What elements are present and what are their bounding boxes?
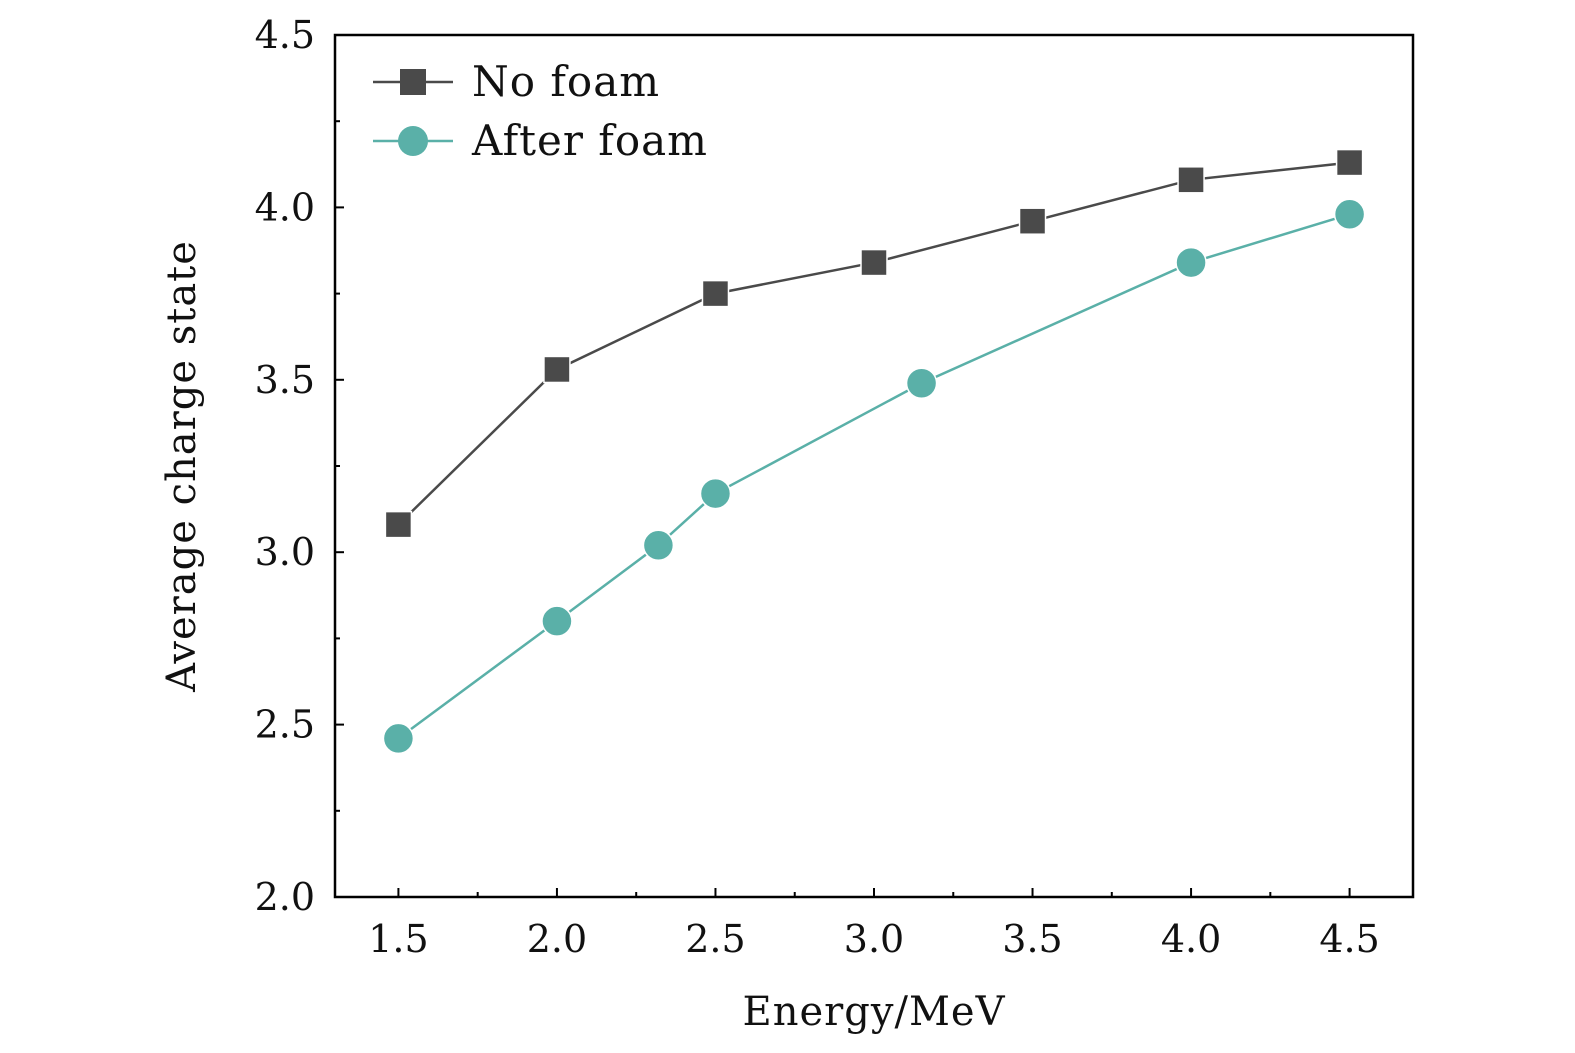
data-point-square xyxy=(860,248,888,277)
data-point-circle xyxy=(642,529,675,562)
legend-label: After foam xyxy=(471,116,708,165)
legend-square-icon xyxy=(400,69,426,95)
data-point-square xyxy=(543,355,571,384)
x-tick-label: 4.5 xyxy=(1319,917,1379,961)
y-tick-label: 3.0 xyxy=(255,530,315,574)
y-axis-label: Average charge state xyxy=(159,240,205,693)
x-tick-label: 1.5 xyxy=(368,917,428,961)
legend-circle-icon xyxy=(398,126,428,156)
y-tick-label: 2.0 xyxy=(255,875,315,919)
data-point-square xyxy=(701,279,730,308)
data-point-square xyxy=(1177,166,1205,194)
data-point-circle xyxy=(1175,246,1207,279)
data-point-circle xyxy=(541,605,573,637)
x-axis-label: Energy/MeV xyxy=(743,989,1006,1035)
x-tick-label: 2.5 xyxy=(685,917,745,961)
legend: No foam After foam xyxy=(373,57,708,165)
x-tick-label: 2.0 xyxy=(527,917,587,961)
legend-label: No foam xyxy=(472,57,660,106)
y-tick-label: 3.5 xyxy=(255,358,315,402)
y-tick-label: 4.0 xyxy=(255,185,315,229)
data-point-square xyxy=(1018,207,1047,235)
data-point-circle xyxy=(1333,198,1366,231)
data-point-square xyxy=(1335,148,1364,177)
y-tick-label: 4.5 xyxy=(255,13,315,57)
series-line-no-foam xyxy=(397,161,1350,526)
series-line-after-foam xyxy=(397,213,1350,740)
data-point-circle xyxy=(382,722,415,755)
x-tick-label: 3.5 xyxy=(1002,917,1062,961)
y-tick-label: 2.5 xyxy=(255,703,315,747)
data-point-circle xyxy=(699,477,732,510)
data-point-circle xyxy=(905,367,938,399)
data-point-square xyxy=(384,510,413,539)
x-tick-label: 3.0 xyxy=(844,917,904,961)
x-tick-label: 4.0 xyxy=(1161,917,1221,961)
